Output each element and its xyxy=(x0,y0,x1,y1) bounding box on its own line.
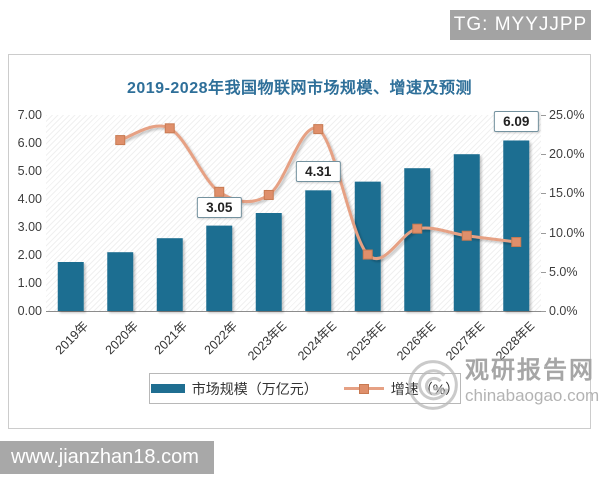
axis-tick-label: 1.00 xyxy=(17,276,42,290)
bar-2019年 xyxy=(57,262,84,311)
axis-tick-label: 15.0% xyxy=(549,186,585,201)
axis-tickmark xyxy=(541,154,546,156)
right-axis-ticks: 25.0% 20.0% 15.0% 10.0% 5.0% 0.0% xyxy=(549,108,593,318)
axis-tick-label: 25.0% xyxy=(549,108,585,122)
axis-tick-label: 5.00 xyxy=(17,164,42,178)
growth-line-marker xyxy=(115,135,126,146)
growth-line-marker xyxy=(164,123,175,134)
growth-line-marker xyxy=(461,230,472,241)
legend-item-market-size: 市场规模（万亿元） xyxy=(150,379,318,399)
left-axis-ticks: 7.00 6.00 5.00 4.00 3.00 2.00 1.00 0.00 xyxy=(9,108,42,318)
x-axis-label-2019年: 2019年 xyxy=(53,318,92,358)
bar-2022年 xyxy=(206,225,233,311)
chart-title: 2019-2028年我国物联网市场规模、增速及预测 xyxy=(126,80,473,97)
bar-2021年 xyxy=(156,238,183,311)
data-label-4.31: 4.31 xyxy=(296,161,341,183)
data-label-6.09: 6.09 xyxy=(494,111,539,133)
axis-tick-label: 5.0% xyxy=(549,264,578,279)
x-axis-label-2022年: 2022年 xyxy=(201,318,240,358)
bar-series-swatch xyxy=(150,384,185,393)
bottom-url-text: www.jianzhan18.com xyxy=(11,446,199,468)
plot-area: 3.05 4.31 6.09 xyxy=(46,111,541,312)
growth-line-marker xyxy=(214,186,225,197)
x-axis-label-2025年E: 2025年E xyxy=(344,318,389,364)
axis-tick-label: 7.00 xyxy=(17,108,42,122)
axis-tickmark xyxy=(541,193,546,195)
axis-tickmark xyxy=(541,311,546,312)
x-axis-label-2021年: 2021年 xyxy=(152,318,191,358)
axis-tickmark xyxy=(541,115,546,116)
tg-badge: TG: MYYJJPP xyxy=(450,10,591,40)
growth-line-marker xyxy=(511,237,522,248)
axis-tick-label: 20.0% xyxy=(549,147,585,162)
growth-line-marker xyxy=(313,124,324,135)
growth-line-marker xyxy=(263,189,274,200)
line-series-label: 增速（%） xyxy=(390,380,460,397)
axis-tickmark xyxy=(541,232,546,234)
x-axis-label-2023年E: 2023年E xyxy=(245,318,290,364)
x-axis-label-2020年: 2020年 xyxy=(102,318,141,358)
bar-series-label: 市场规模（万亿元） xyxy=(191,380,318,397)
bar-2026年E xyxy=(404,168,431,311)
axis-tick-label: 0.00 xyxy=(17,304,42,318)
bar-2024年E xyxy=(305,190,332,311)
data-label-3.05: 3.05 xyxy=(197,196,242,218)
axis-tick-label: 3.00 xyxy=(17,220,42,234)
chart-panel: 2019-2028年我国物联网市场规模、增速及预测 7.00 6.00 5.00 4.… xyxy=(8,54,599,429)
axis-tick-label: 2.00 xyxy=(17,248,42,262)
axis-tickmark xyxy=(541,271,546,273)
x-axis-label-2028年E: 2028年E xyxy=(492,318,537,364)
x-axis-label-2027年E: 2027年E xyxy=(443,318,488,364)
line-swatch-marker xyxy=(358,384,369,394)
growth-line-marker xyxy=(362,249,373,260)
x-axis-label-2024年E: 2024年E xyxy=(294,318,339,364)
axis-tick-label: 6.00 xyxy=(17,136,42,150)
growth-line-marker xyxy=(412,223,423,234)
axis-tick-label: 10.0% xyxy=(549,225,585,240)
chart-canvas xyxy=(57,123,530,311)
line-series-swatch xyxy=(343,384,384,394)
bar-2028年E xyxy=(503,140,530,311)
x-axis-label-2026年E: 2026年E xyxy=(393,318,438,364)
legend-item-growth: 增速（%） xyxy=(343,379,460,399)
watermark-site-domain: chinabaogao.com xyxy=(465,386,600,405)
bottom-url-strip: www.jianzhan18.com xyxy=(0,441,214,474)
x-axis-labels: 2019年 2020年 2021年 2022年 2023年E 2024年E 2025年E 20… xyxy=(46,313,541,375)
bar-2020年 xyxy=(107,252,134,311)
bar-2025年E xyxy=(354,181,381,311)
legend: 市场规模（万亿元） 增速（%） xyxy=(149,373,461,404)
axis-tick-label: 0.0% xyxy=(549,304,578,318)
axis-tick-label: 4.00 xyxy=(17,192,42,206)
bar-2023年E xyxy=(255,213,282,311)
